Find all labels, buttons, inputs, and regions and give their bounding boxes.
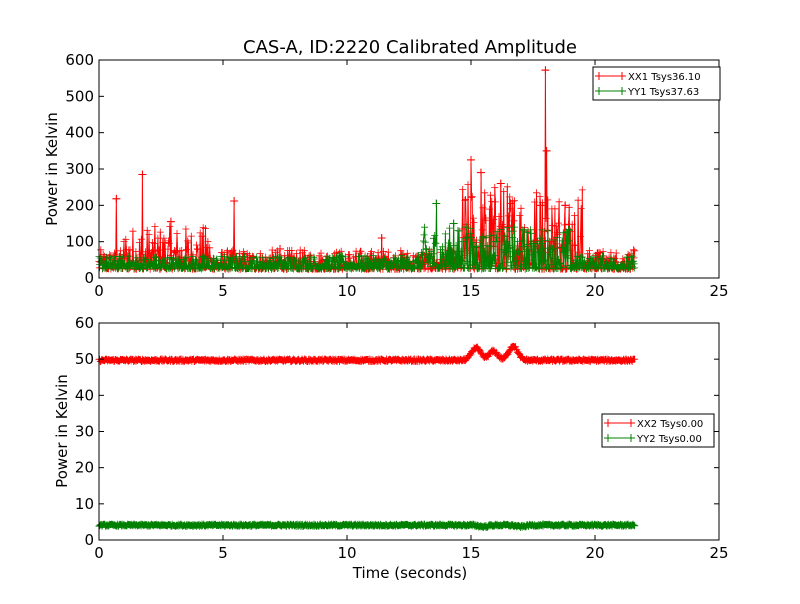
bottom-axis-ticks: 0 5 10 15 20 25 0 10 20 30 40 50 60 [75, 314, 729, 562]
bottom-y-axis-label: Power in Kelvin [53, 374, 71, 488]
x-tick-label: 15 [461, 282, 480, 300]
legend-box [592, 66, 721, 101]
top-axis-ticks: 0 5 10 15 20 25 0 100 200 300 400 500 600 [65, 51, 728, 300]
spike-marker [529, 239, 537, 248]
spike-marker [548, 244, 557, 253]
y-tick-label: 0 [84, 269, 94, 287]
y-tick-label: 400 [65, 124, 94, 142]
x-tick-label: 0 [94, 282, 104, 300]
spike-marker [542, 146, 551, 155]
spike-marker [467, 155, 475, 164]
y-tick-label: 30 [75, 423, 94, 441]
legend-marker [595, 87, 626, 95]
x-tick-label: 20 [585, 544, 604, 562]
y-tick-label: 40 [75, 386, 94, 404]
spike-marker [506, 199, 515, 208]
spike-marker [571, 241, 580, 250]
legend-marker [604, 434, 635, 442]
x-tick-label: 10 [337, 282, 356, 300]
legend-marker [595, 72, 626, 80]
y-tick-label: 20 [75, 459, 94, 477]
legend-item: YY1 Tsys37.63 [595, 87, 699, 98]
bottom-legend: XX2 Tsys0.00 YY2 Tsys0.00 [601, 413, 715, 448]
spike-marker [166, 217, 175, 226]
chart-title: CAS-A, ID:2220 Calibrated Amplitude [243, 37, 577, 58]
legend-item: YY2 Tsys0.00 [604, 434, 702, 445]
spike-marker [138, 170, 147, 179]
y-tick-label: 10 [75, 495, 94, 513]
x-tick-label: 20 [585, 282, 604, 300]
spike-marker [449, 219, 458, 228]
spike-marker [561, 201, 570, 210]
top-series-layer [95, 66, 639, 273]
legend-box [601, 413, 715, 448]
spike-marker [536, 201, 545, 210]
spike-marker [496, 179, 505, 188]
x-axis-label: Time (seconds) [352, 564, 468, 582]
spike-marker [491, 237, 500, 246]
x-tick-label: 5 [218, 544, 228, 562]
x-tick-label: 5 [218, 282, 228, 300]
y-tick-label: 200 [65, 196, 94, 214]
spike-marker [276, 244, 285, 253]
bottom-series-layer [95, 342, 639, 532]
spike-marker [476, 168, 485, 177]
series-line [98, 70, 636, 272]
spike-marker [541, 66, 550, 75]
x-tick-label: 10 [337, 544, 356, 562]
legend-item: XX2 Tsys0.00 [604, 419, 703, 430]
x-tick-label: 0 [94, 544, 104, 562]
series-markers [95, 342, 639, 365]
spike-marker [432, 199, 441, 208]
spike-marker [479, 234, 488, 243]
y-tick-label: 50 [75, 350, 94, 368]
top-legend: XX1 Tsys36.10 YY1 Tsys37.63 [592, 66, 721, 101]
legend-label: YY2 Tsys0.00 [636, 434, 702, 445]
legend-label: XX1 Tsys36.10 [628, 72, 701, 83]
series-markers [95, 520, 639, 532]
y-tick-label: 0 [84, 531, 94, 549]
legend-label: YY1 Tsys37.63 [627, 87, 699, 98]
legend-item: XX1 Tsys36.10 [595, 72, 701, 83]
x-tick-label: 25 [709, 544, 728, 562]
y-tick-label: 500 [65, 87, 94, 105]
y-tick-label: 100 [65, 233, 94, 251]
spike-marker [377, 234, 386, 243]
spike-marker [230, 196, 239, 205]
y-tick-label: 600 [65, 51, 94, 69]
legend-marker [604, 419, 635, 427]
y-tick-label: 300 [65, 160, 94, 178]
spike-marker [593, 249, 602, 258]
top-y-axis-label: Power in Kelvin [43, 112, 61, 226]
chart-top: CAS-A, ID:2220 Calibrated Amplitude 0 5 10… [43, 37, 729, 300]
series-xx2 [95, 342, 639, 365]
y-tick-label: 60 [75, 314, 94, 332]
legend-label: XX2 Tsys0.00 [637, 419, 703, 430]
x-tick-label: 15 [461, 544, 480, 562]
spike-marker [462, 223, 471, 232]
x-tick-label: 25 [709, 282, 728, 300]
series-yy2 [95, 520, 639, 532]
spike-marker [112, 194, 121, 203]
